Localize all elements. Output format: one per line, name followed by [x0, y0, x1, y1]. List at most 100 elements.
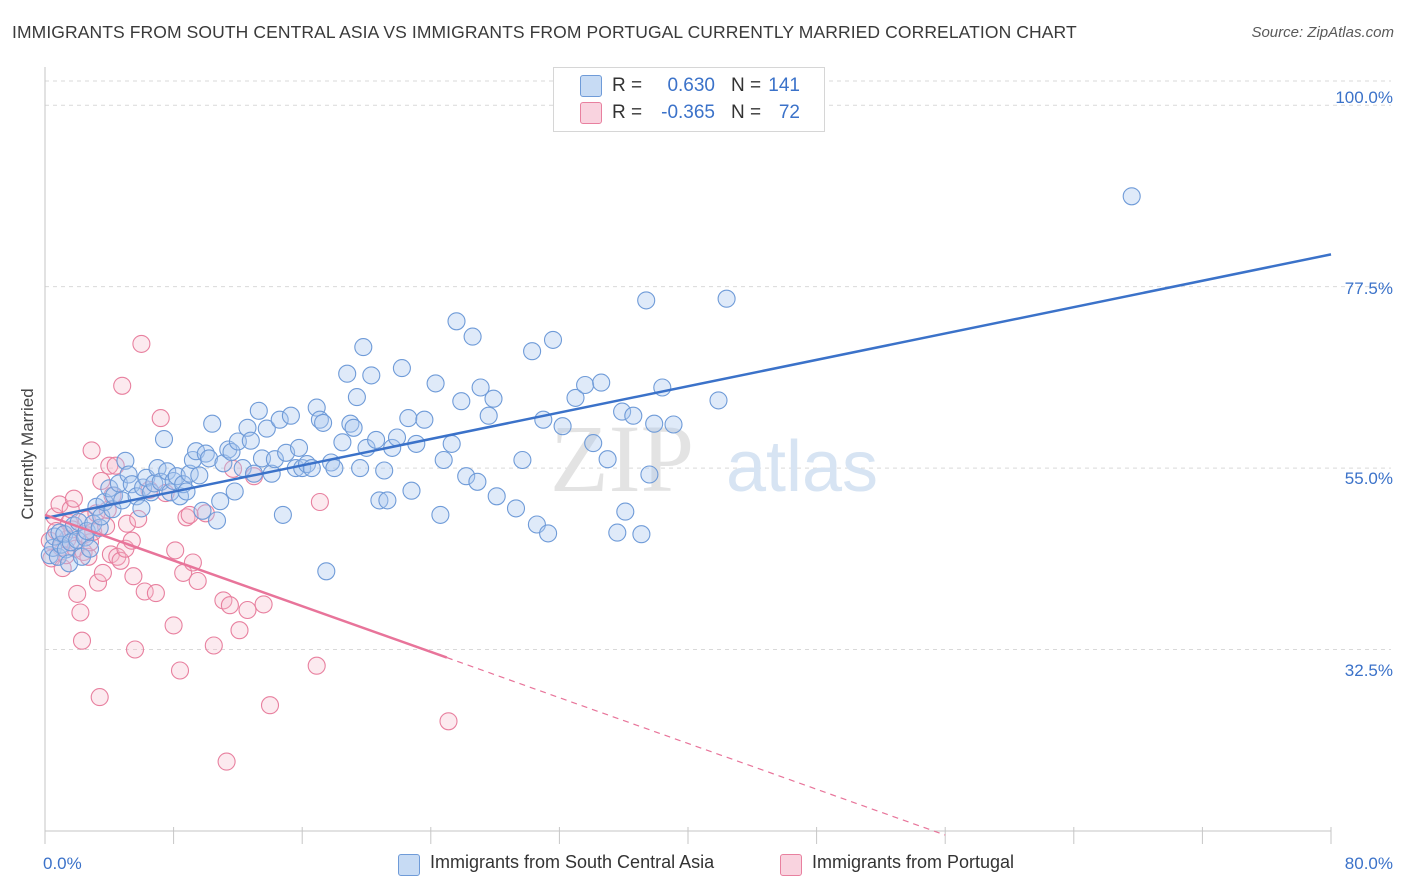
data-point — [241, 431, 260, 450]
data-point — [616, 502, 635, 521]
data-point — [608, 523, 627, 542]
trend-lines — [44, 253, 1332, 836]
data-point — [146, 584, 165, 603]
data-point — [431, 505, 450, 524]
data-point — [362, 366, 381, 385]
trend-line-portugal-extrapolated — [446, 657, 946, 836]
legend-label: Immigrants from Portugal — [812, 852, 1015, 872]
data-point — [129, 509, 148, 528]
data-point — [71, 603, 90, 622]
data-point — [463, 327, 482, 346]
data-point — [624, 406, 643, 425]
legend-swatch-pink — [780, 854, 802, 876]
data-point — [664, 415, 683, 434]
data-point — [222, 442, 241, 462]
data-point — [217, 752, 236, 771]
data-point — [148, 459, 167, 478]
trend-line-south-central-asia — [44, 253, 1332, 520]
data-point — [325, 459, 344, 478]
y-tick-label: 100.0% — [1335, 88, 1393, 107]
data-point — [523, 342, 542, 361]
data-point — [225, 482, 244, 501]
data-point — [151, 409, 170, 428]
data-point — [117, 514, 137, 533]
data-point — [468, 472, 487, 491]
data-point — [92, 507, 111, 526]
data-point — [399, 409, 418, 428]
data-point — [82, 441, 101, 460]
data-point — [125, 640, 145, 659]
trend-line-portugal — [44, 513, 448, 659]
data-point — [709, 391, 728, 410]
data-point — [270, 410, 289, 429]
data-point — [207, 511, 227, 530]
data-point — [177, 508, 196, 527]
data-point — [479, 406, 498, 425]
chart-title: IMMIGRANTS FROM SOUTH CENTRAL ASIA VS IM… — [12, 22, 1077, 42]
grid-lines — [45, 80, 1391, 651]
data-point — [166, 541, 185, 560]
data-point — [203, 414, 222, 433]
data-point — [367, 430, 386, 449]
data-point — [188, 571, 207, 591]
data-point — [145, 474, 164, 493]
x-axis-max-label: 80.0% — [1344, 854, 1393, 873]
data-point — [375, 461, 394, 480]
data-point — [543, 330, 563, 349]
data-point — [119, 465, 138, 484]
data-point — [447, 312, 466, 331]
data-point — [88, 573, 108, 592]
data-point — [204, 636, 223, 655]
data-point — [566, 388, 585, 407]
data-point — [1122, 187, 1141, 206]
data-point — [452, 392, 471, 411]
data-point — [230, 621, 249, 640]
data-point — [158, 462, 177, 481]
data-point — [252, 449, 272, 468]
data-point — [228, 432, 247, 451]
legend-r-label: R = — [612, 75, 643, 96]
data-point — [539, 524, 558, 543]
y-tick-label: 55.0% — [1344, 469, 1393, 488]
data-point — [434, 450, 453, 470]
data-point — [273, 505, 292, 524]
data-point — [598, 450, 617, 469]
data-point — [576, 375, 595, 395]
y-axis-title: Currently Married — [18, 388, 37, 520]
data-point — [68, 584, 87, 603]
legend-r-value: 0.630 — [667, 75, 715, 96]
data-point — [717, 289, 736, 308]
data-point — [584, 434, 603, 453]
data-point — [310, 492, 329, 512]
data-point — [196, 504, 215, 523]
data-point — [190, 466, 209, 485]
data-point — [392, 359, 411, 378]
legend-n-value: 72 — [778, 102, 800, 123]
data-point — [307, 656, 326, 675]
legend-n-label: N = — [731, 102, 762, 123]
data-point — [351, 459, 370, 478]
data-point — [265, 450, 284, 469]
legend-r-value: -0.365 — [661, 102, 715, 123]
watermark: ZIP atlas — [550, 405, 878, 512]
data-point — [426, 374, 445, 393]
data-point — [170, 661, 190, 680]
data-point — [164, 616, 183, 635]
data-point — [344, 418, 363, 437]
data-point — [347, 388, 366, 407]
data-point — [439, 712, 458, 731]
y-tick-label: 32.5% — [1344, 661, 1393, 680]
data-point — [135, 582, 154, 601]
data-point — [220, 596, 239, 615]
data-point — [80, 539, 100, 558]
data-point — [196, 444, 215, 463]
data-point — [333, 433, 352, 452]
data-point — [164, 471, 183, 491]
data-point — [553, 417, 572, 436]
y-tick-label: 77.5% — [1344, 279, 1393, 298]
watermark-atlas: atlas — [726, 427, 878, 507]
data-point — [238, 600, 257, 620]
legend-label: Immigrants from South Central Asia — [430, 852, 715, 872]
data-point — [314, 413, 333, 432]
data-point — [249, 401, 268, 420]
